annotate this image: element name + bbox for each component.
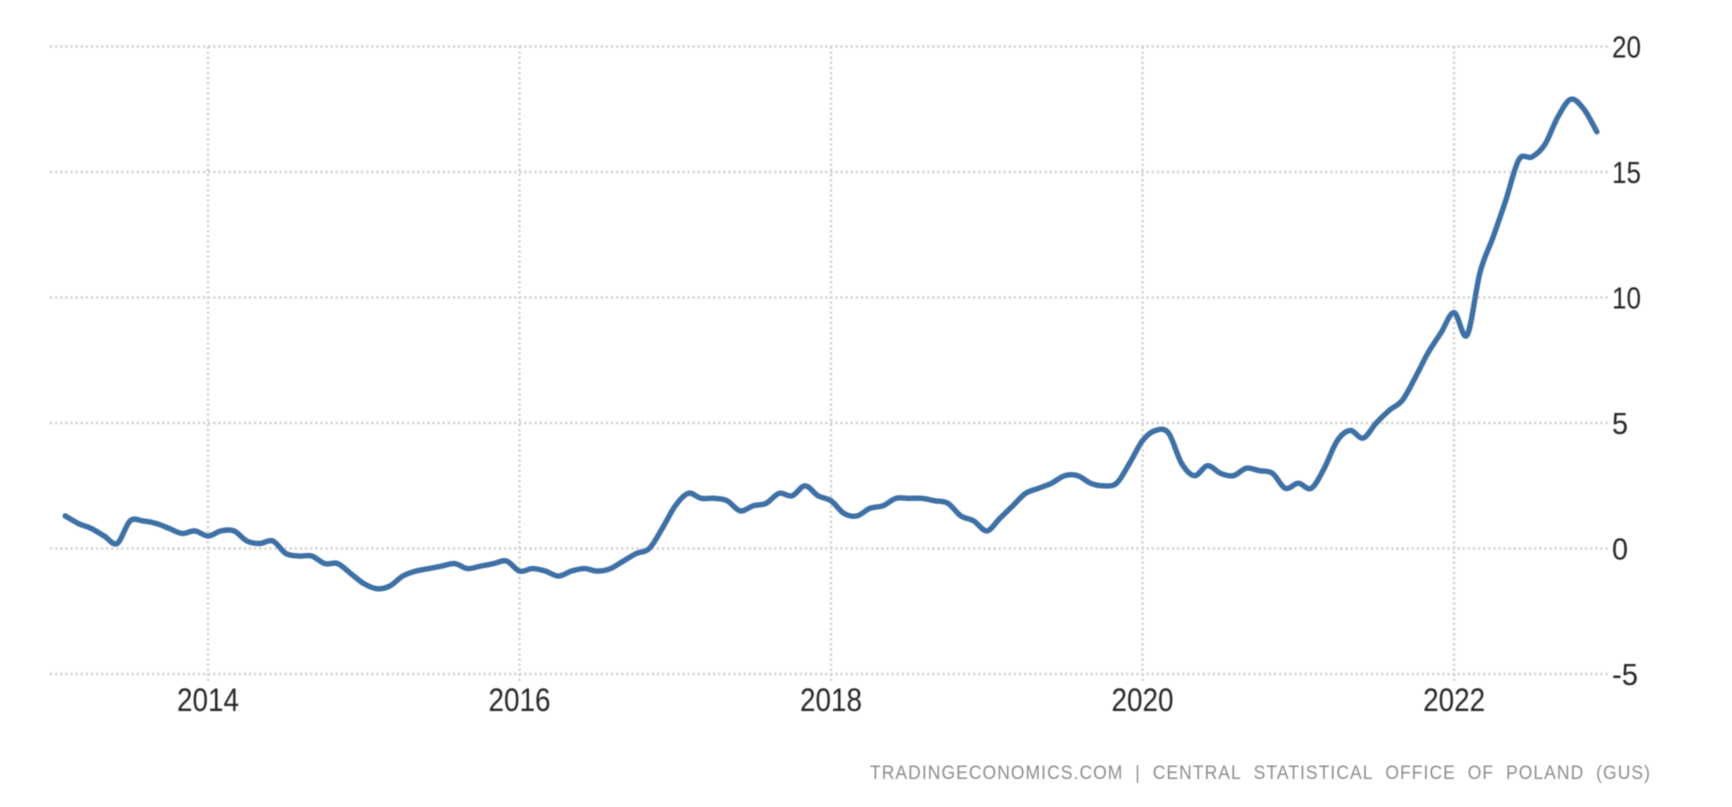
svg-text:2022: 2022 bbox=[1423, 682, 1485, 718]
svg-text:TRADINGECONOMICS.COM | CENTR: TRADINGECONOMICS.COM | CENTRAL STATISTIC… bbox=[870, 762, 1651, 784]
svg-text:2014: 2014 bbox=[177, 682, 239, 718]
svg-text:0: 0 bbox=[1612, 532, 1628, 567]
svg-text:2016: 2016 bbox=[489, 682, 551, 718]
svg-text:-5: -5 bbox=[1612, 657, 1638, 692]
svg-text:15: 15 bbox=[1612, 155, 1641, 190]
svg-text:2020: 2020 bbox=[1112, 682, 1174, 718]
svg-text:20: 20 bbox=[1612, 30, 1641, 65]
svg-text:5: 5 bbox=[1612, 406, 1628, 441]
svg-text:10: 10 bbox=[1612, 281, 1641, 316]
svg-text:2018: 2018 bbox=[800, 682, 862, 718]
